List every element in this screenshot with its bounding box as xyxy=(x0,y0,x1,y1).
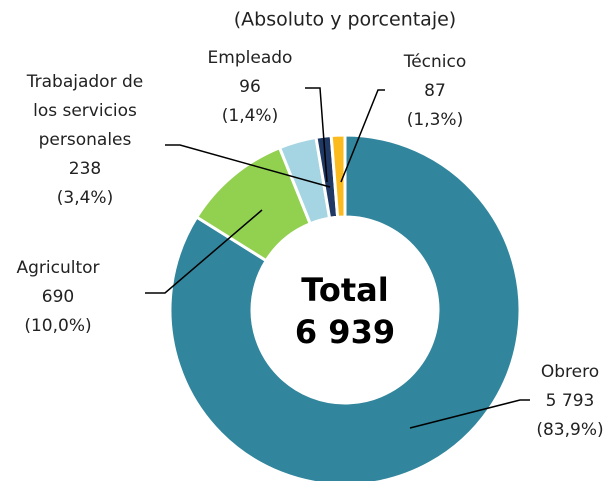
category-label: Trabajador de los servicios personales xyxy=(26,72,143,150)
donut-slice xyxy=(329,133,347,219)
value-label: 690 xyxy=(42,287,74,307)
percent-label: (1,3%) xyxy=(407,110,463,130)
chart-subtitle: (Absoluto y porcentaje) xyxy=(234,9,456,31)
category-label: Empleado xyxy=(208,48,293,68)
leader-line xyxy=(305,87,328,183)
donut-slice xyxy=(168,133,522,481)
value-label: 87 xyxy=(424,81,446,101)
percent-label: (1,4%) xyxy=(222,106,278,126)
category-label: Obrero xyxy=(541,362,599,382)
leader-line xyxy=(409,399,530,429)
percent-label: (3,4%) xyxy=(57,188,113,208)
category-label: Técnico xyxy=(403,52,467,72)
category-label: Agricultor xyxy=(16,258,99,278)
value-label: 238 xyxy=(69,159,101,179)
leader-line xyxy=(145,209,263,294)
center-title: Total xyxy=(301,271,388,309)
percent-label: (83,9%) xyxy=(536,420,603,440)
leader-line xyxy=(165,144,331,188)
leader-line xyxy=(340,89,385,183)
value-label: 5 793 xyxy=(546,391,595,411)
value-label: 96 xyxy=(239,77,261,97)
percent-label: (10,0%) xyxy=(24,316,91,336)
center-value: 6 939 xyxy=(295,313,395,351)
